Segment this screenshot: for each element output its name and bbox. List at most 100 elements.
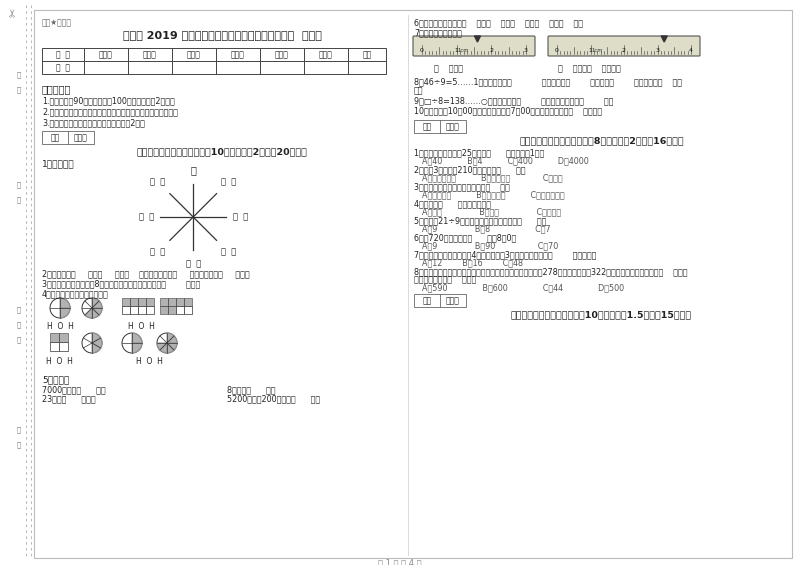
Text: 学: 学 (17, 427, 21, 433)
Bar (160, 298, 168, 306)
Bar (42, 131, 94, 144)
Text: 1: 1 (589, 49, 593, 54)
Text: 0: 0 (555, 49, 559, 54)
Bar (146, 306, 154, 314)
Text: 2．你出生于（     ）年（     ）月（    ）日，哪一年是（     ）年，全年有（     ）天。: 2．你出生于（ ）年（ ）月（ ）日，哪一年是（ ）年，全年有（ ）天。 (42, 269, 250, 278)
Text: 5200千克－200千克＝（      ）吨: 5200千克－200千克＝（ ）吨 (227, 394, 320, 403)
Bar (414, 120, 466, 133)
Text: 1．填一填。: 1．填一填。 (42, 159, 74, 168)
Text: A．9               B．90                 C．70: A．9 B．90 C．70 (422, 241, 558, 250)
Text: 8．46÷9=5……1中，被除数是（            ），除数是（        ），商是（        ），余数是（    ）。: 8．46÷9=5……1中，被除数是（ ），除数是（ ），商是（ ），余数是（ ）… (414, 77, 682, 86)
Text: 4．四边形（      ）平行四边形。: 4．四边形（ ）平行四边形。 (414, 199, 491, 208)
Text: 4: 4 (689, 49, 693, 54)
Text: 判断题: 判断题 (187, 50, 201, 59)
Text: （  ）: （ ） (138, 212, 154, 221)
Text: 10．小林晚上10：00睡觉，第二天早上7：00起床，他一共睡了（    ）小时。: 10．小林晚上10：00睡觉，第二天早上7：00起床，他一共睡了（ ）小时。 (414, 106, 602, 115)
Text: 1: 1 (454, 49, 458, 54)
Text: 3: 3 (655, 49, 659, 54)
Text: 号: 号 (17, 86, 21, 93)
Polygon shape (85, 308, 92, 318)
Bar (130, 306, 138, 314)
Polygon shape (92, 301, 102, 308)
Text: 7000千克＝（      ）吨: 7000千克＝（ ）吨 (42, 385, 106, 394)
Text: H  O  H: H O H (135, 357, 162, 366)
Polygon shape (167, 343, 174, 353)
Text: 选择题: 选择题 (143, 50, 157, 59)
FancyBboxPatch shape (548, 36, 700, 56)
Text: 7．量出钉子的长度。: 7．量出钉子的长度。 (414, 28, 462, 37)
Text: 得分: 得分 (422, 296, 432, 305)
Text: 2: 2 (490, 49, 494, 54)
Text: 1cm: 1cm (591, 49, 603, 54)
Bar (184, 306, 192, 314)
Text: 3.不要在试卷上乱写乱画，卷面不整洁扣2分。: 3.不要在试卷上乱写乱画，卷面不整洁扣2分。 (42, 118, 145, 127)
Text: 1.考试时间：90分钟，满分为100分（含卷面分2分）。: 1.考试时间：90分钟，满分为100分（含卷面分2分）。 (42, 96, 174, 105)
Polygon shape (474, 36, 481, 42)
Bar (138, 298, 146, 306)
Text: 三、仔细推敲，正确判断（共10小题，每题1.5分，共15分）。: 三、仔细推敲，正确判断（共10小题，每题1.5分，共15分）。 (511, 310, 692, 319)
Text: A．一定               B．可能               C．不可能: A．一定 B．可能 C．不可能 (422, 207, 561, 216)
Text: H  O  H: H O H (46, 322, 74, 331)
Text: ✂: ✂ (9, 8, 19, 18)
Text: 广州新电视塔高（    ）米。: 广州新电视塔高（ ）米。 (414, 275, 476, 284)
Text: （    ）厘米（    ）毫米。: （ ）厘米（ ）毫米。 (558, 64, 620, 73)
Text: 学: 学 (17, 72, 21, 79)
Text: 9．□÷8=138……○，余数最大填（        ），这时被除数是（        ）。: 9．□÷8=138……○，余数最大填（ ），这时被除数是（ ）。 (414, 96, 614, 105)
Text: 苏教版 2019 年三年级数学下学期全真模拟考试试卷  含答案: 苏教版 2019 年三年级数学下学期全真模拟考试试卷 含答案 (122, 30, 322, 40)
Text: （  ）: （ ） (221, 247, 236, 257)
Bar (59, 333, 68, 342)
Text: 第 1 页 共 4 页: 第 1 页 共 4 页 (378, 558, 422, 565)
Text: 评卷人: 评卷人 (446, 122, 460, 131)
Text: 题  号: 题 号 (56, 50, 70, 59)
Text: 3: 3 (524, 49, 528, 54)
Polygon shape (160, 343, 167, 353)
Text: A．乘公共汽车          B．骑自行车             C．步行: A．乘公共汽车 B．骑自行车 C．步行 (422, 173, 562, 182)
Text: H  O  H: H O H (46, 357, 73, 366)
Bar (176, 306, 184, 314)
Bar (146, 298, 154, 306)
Polygon shape (167, 333, 174, 343)
Text: 3．小明从一楼到三楼用8秒，照这样他从一楼到五楼用（        ）秒。: 3．小明从一楼到三楼用8秒，照这样他从一楼到五楼用（ ）秒。 (42, 279, 200, 288)
Polygon shape (662, 36, 667, 42)
Text: 5．换算。: 5．换算。 (42, 375, 70, 384)
Polygon shape (167, 343, 177, 350)
Text: 得  分: 得 分 (56, 63, 70, 72)
Text: 考试须知：: 考试须知： (42, 84, 71, 94)
Text: 2.请首先按要求在试卷的指定位置填写您的姓名、班级、学号。: 2.请首先按要求在试卷的指定位置填写您的姓名、班级、学号。 (42, 107, 178, 116)
Text: 班: 班 (17, 182, 21, 188)
Bar (50, 333, 59, 342)
Text: 书: 书 (17, 321, 21, 328)
Text: 应用题: 应用题 (319, 50, 333, 59)
Text: 1cm: 1cm (458, 49, 469, 54)
Text: （    ）毫米: （ ）毫米 (434, 64, 463, 73)
Text: 评卷人: 评卷人 (446, 296, 460, 305)
Polygon shape (92, 298, 99, 308)
Polygon shape (167, 336, 177, 343)
Text: A．40          B．4          C．400          D．4000: A．40 B．4 C．400 D．4000 (422, 156, 589, 165)
Bar (59, 342, 68, 351)
Polygon shape (132, 333, 142, 343)
Polygon shape (60, 308, 70, 318)
Text: 总分: 总分 (362, 50, 372, 59)
Text: （  ）: （ ） (221, 177, 236, 186)
Bar (160, 306, 168, 314)
Polygon shape (92, 343, 101, 353)
Text: A．590              B．600              C．44              D．500: A．590 B．600 C．44 D．500 (422, 283, 624, 292)
Text: （  ）: （ ） (186, 259, 201, 268)
Text: 校: 校 (17, 442, 21, 448)
Text: 8千克＝（      ）克: 8千克＝（ ）克 (227, 385, 275, 394)
Text: 4．看图写分数，并比较大小。: 4．看图写分数，并比较大小。 (42, 289, 109, 298)
Text: 二、反复比较，慎重选择（共8小题，每题2分，共16分）。: 二、反复比较，慎重选择（共8小题，每题2分，共16分）。 (519, 136, 684, 145)
Text: （  ）: （ ） (150, 177, 166, 186)
Bar (122, 306, 130, 314)
Text: 得分: 得分 (50, 133, 60, 142)
Text: 得分: 得分 (422, 122, 432, 131)
Text: ）。: ）。 (414, 86, 423, 95)
Text: 一、用心思考，正确填空（共10小题，每题2分，共20分）。: 一、用心思考，正确填空（共10小题，每题2分，共20分）。 (137, 147, 307, 156)
Text: 填空题: 填空题 (99, 50, 113, 59)
Text: 计算题: 计算题 (231, 50, 245, 59)
Text: 6．从720里连续减去（      ）个8得0。: 6．从720里连续减去（ ）个8得0。 (414, 233, 516, 242)
Polygon shape (92, 308, 102, 315)
Text: A．9               B．8                  C．7: A．9 B．8 C．7 (422, 224, 550, 233)
Bar (50, 342, 59, 351)
